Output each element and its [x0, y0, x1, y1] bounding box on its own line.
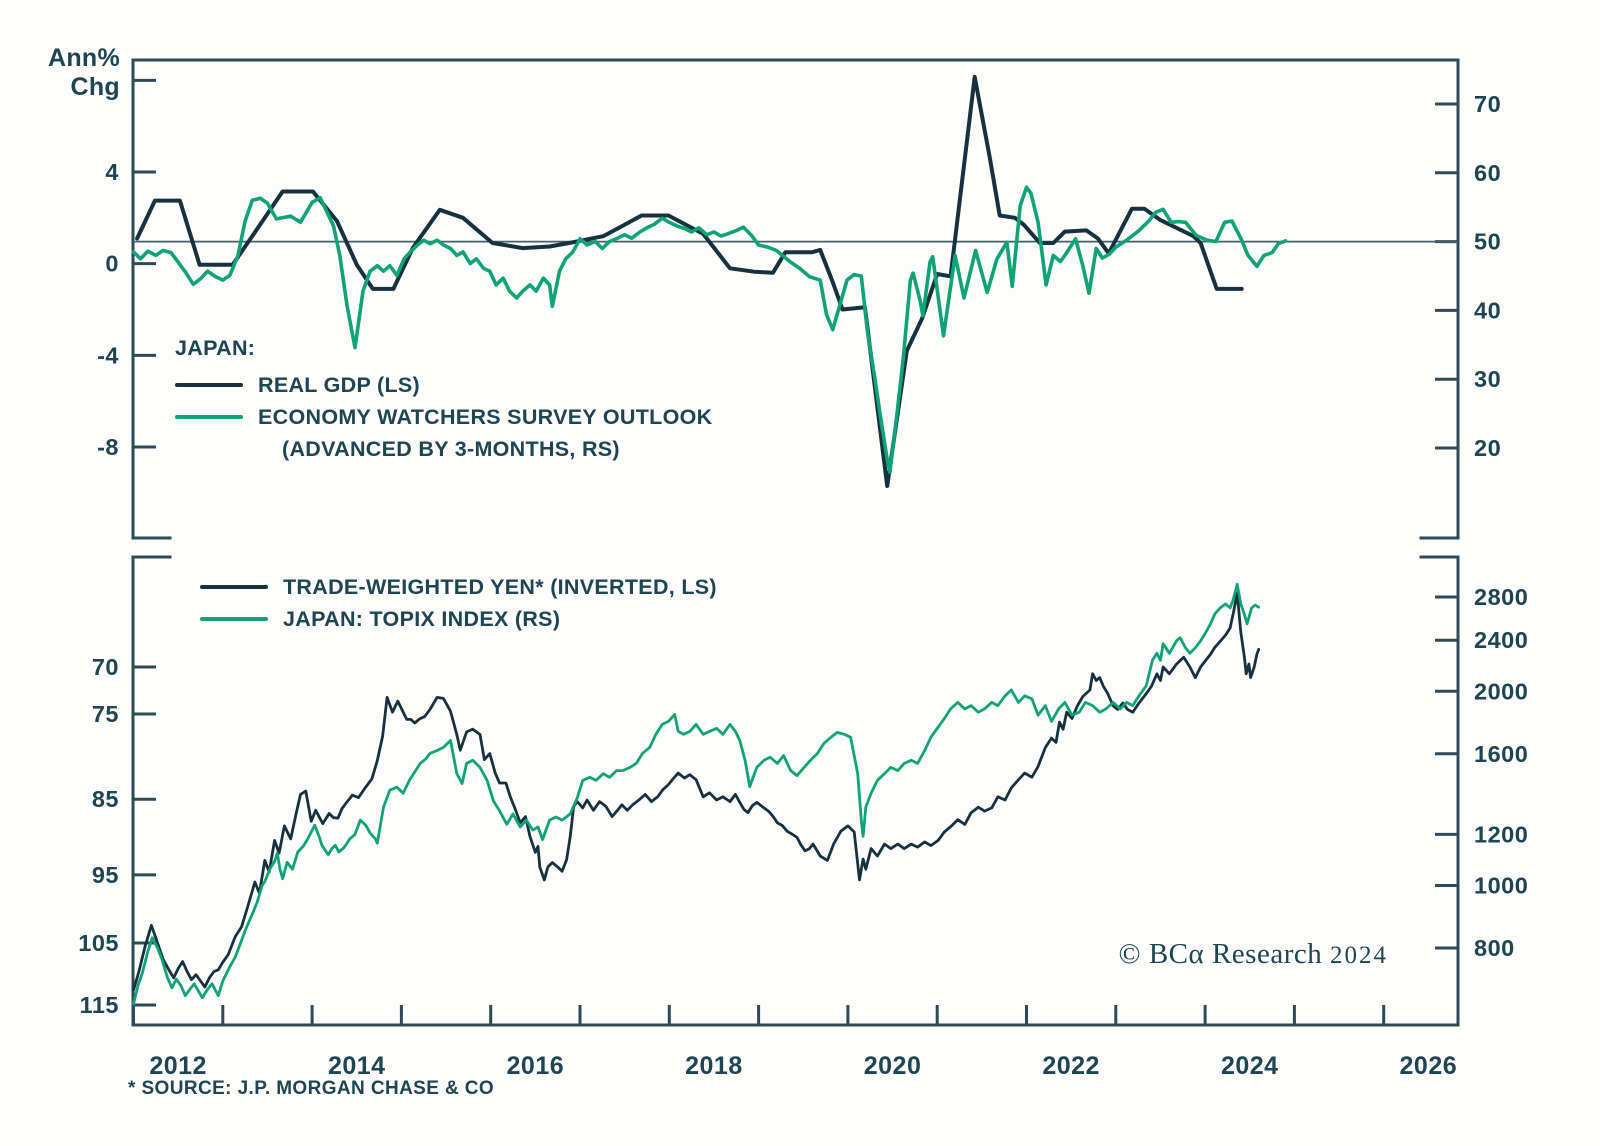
x-axis-year-label: 2026	[1400, 1052, 1458, 1080]
top-panel-frame	[131, 58, 1460, 540]
y-tick-label: 1000	[1474, 872, 1528, 898]
legend-header: JAPAN:	[175, 336, 256, 360]
economy-watchers-label-line2: (ADVANCED BY 3-MONTHS, RS)	[282, 436, 620, 461]
y-tick-label: 70	[92, 654, 119, 680]
y-tick-label: 60	[1474, 160, 1501, 186]
bca-research-logo: © BCα Research 2024	[1119, 938, 1388, 971]
y-tick-label: 2400	[1474, 627, 1528, 653]
copyright-text: © BC	[1118, 938, 1189, 970]
real-gdp-line-swatch	[175, 382, 243, 388]
economy-watchers-survey-line	[131, 185, 1288, 474]
y-tick-label: 50	[1474, 229, 1501, 255]
x-axis-year-label: 2024	[1221, 1052, 1279, 1080]
legend-item-economy-watchers: ECONOMY WATCHERS SURVEY OUTLOOK	[175, 401, 712, 433]
real-gdp-line	[135, 74, 1244, 488]
x-axis-year-label: 2022	[1042, 1052, 1100, 1080]
topix-line-swatch	[200, 616, 268, 622]
bottom-panel-legend: TRADE-WEIGHTED YEN* (INVERTED, LS) JAPAN…	[200, 571, 717, 635]
y-tick-label: 115	[80, 992, 119, 1018]
legend-item-topix: JAPAN: TOPIX INDEX (RS)	[200, 603, 717, 635]
x-axis-year-label: 2018	[685, 1052, 743, 1080]
y-tick-label: -8	[97, 434, 119, 460]
x-axis-year-label: 2016	[507, 1052, 565, 1080]
economy-watchers-label: ECONOMY WATCHERS SURVEY OUTLOOK	[258, 404, 713, 429]
trade-weighted-yen-label: TRADE-WEIGHTED YEN* (INVERTED, LS)	[283, 574, 717, 599]
brand-name: Research	[1204, 938, 1323, 970]
y-tick-label: 2800	[1474, 584, 1528, 610]
unit-label-line1: Ann%	[47, 44, 120, 72]
x-axis-year-label: 2012	[149, 1052, 207, 1080]
unit-label-line2: Chg	[70, 73, 120, 101]
y-tick-label: 85	[92, 786, 119, 812]
x-axis-year-label: 2014	[328, 1052, 386, 1080]
trade-weighted-yen-line-swatch	[200, 584, 268, 590]
y-tick-label: 4	[105, 159, 119, 185]
brand-year: 2024	[1330, 942, 1388, 969]
top-panel-legend: JAPAN: REAL GDP (LS) ECONOMY WATCHERS SU…	[175, 336, 712, 465]
y-tick-label: 75	[92, 701, 119, 727]
bottom-panel-frame	[131, 555, 1460, 1027]
real-gdp-label: REAL GDP (LS)	[258, 372, 420, 397]
brand-alpha-glyph: α	[1188, 938, 1205, 970]
topix-line	[132, 582, 1261, 1006]
y-tick-label: 2000	[1474, 678, 1528, 704]
y-tick-label: -4	[97, 342, 119, 368]
x-axis-ticks: 2012 2014 2016 2018 2020 2022 2024 2026	[132, 1005, 1458, 1080]
y-tick-label: 40	[1474, 297, 1501, 323]
y-tick-label: 0	[105, 251, 119, 277]
y-tick-label: 800	[1474, 935, 1515, 961]
y-tick-label: 70	[1474, 91, 1501, 117]
y-tick-label: 30	[1474, 366, 1501, 392]
topix-label: JAPAN: TOPIX INDEX (RS)	[283, 606, 561, 631]
source-footnote: * SOURCE: J.P. MORGAN CHASE & CO	[128, 1078, 495, 1099]
bottom-panel: 70 75 85 95 105 115 2800 2400 2000 1600 1200 1000 80…	[78, 555, 1528, 1080]
y-tick-label: 105	[78, 930, 119, 956]
economy-watchers-line-swatch	[175, 414, 243, 420]
bottom-panel-y-ticks: 70 75 85 95 105 115 2800 2400 2000 1600 1200 1000 80…	[78, 584, 1528, 1018]
y-tick-label: 95	[92, 862, 119, 888]
legend-item-real-gdp: REAL GDP (LS)	[175, 369, 712, 401]
y-tick-label: 20	[1474, 435, 1501, 461]
y-tick-label: 1600	[1474, 741, 1528, 767]
trade-weighted-yen-line	[132, 591, 1261, 992]
y-tick-label: 1200	[1474, 821, 1528, 847]
legend-item-trade-weighted-yen: TRADE-WEIGHTED YEN* (INVERTED, LS)	[200, 571, 717, 603]
left-axis-unit-label: Ann% Chg	[20, 44, 120, 102]
x-axis-year-label: 2020	[864, 1052, 922, 1080]
